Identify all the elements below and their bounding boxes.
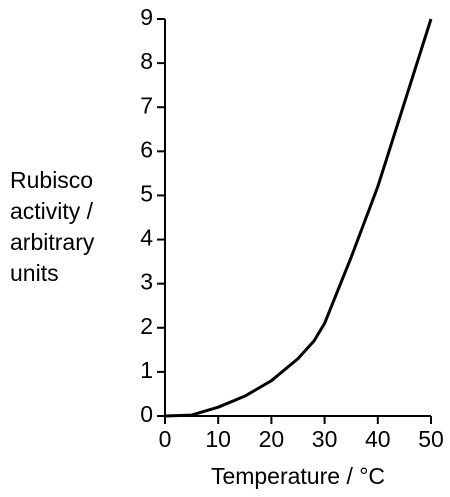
y-tick-label: 1 (140, 357, 153, 383)
x-tick-label: 50 (418, 426, 444, 452)
y-axis-label: activity / (10, 198, 94, 224)
y-tick-label: 5 (140, 181, 153, 207)
x-tick-label: 10 (205, 426, 231, 452)
y-tick-label: 0 (140, 401, 153, 427)
curve (164, 18, 433, 418)
y-tick-label: 7 (140, 92, 153, 118)
y-axis-label: units (10, 260, 59, 286)
x-tick-label: 40 (365, 426, 391, 452)
x-tick-label: 30 (312, 426, 338, 452)
x-tick-label: 0 (159, 426, 172, 452)
y-axis-label: Rubisco (10, 167, 93, 193)
y-tick-label: 6 (140, 136, 153, 162)
y-tick-label: 8 (140, 48, 153, 74)
y-tick-label: 2 (140, 313, 153, 339)
y-tick-label: 9 (140, 4, 153, 30)
y-tick-label: 4 (140, 225, 153, 251)
y-tick-label: 3 (140, 269, 153, 295)
y-axis-label: arbitrary (10, 229, 95, 255)
x-axis-label: Temperature / °C (211, 463, 385, 489)
x-tick-label: 20 (259, 426, 285, 452)
